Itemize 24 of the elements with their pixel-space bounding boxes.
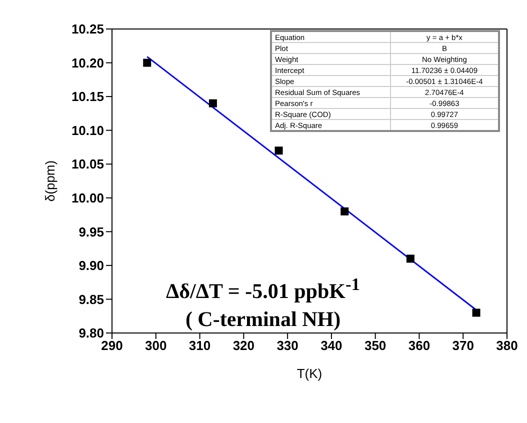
y-tick-label: 9.90	[78, 258, 104, 274]
y-tick-label: 9.85	[78, 292, 104, 307]
y-tick-label: 10.00	[71, 190, 104, 206]
y-tick-label: 9.80	[78, 326, 104, 341]
x-tick-label: 360	[408, 338, 430, 354]
x-tick-label: 340	[320, 338, 342, 354]
annotation: ( C-terminal NH)	[184, 306, 342, 333]
x-tick-label: 370	[452, 338, 474, 354]
x-tick-label: 310	[188, 338, 211, 354]
x-tick-label: 320	[232, 338, 255, 354]
y-tick-label: 9.95	[78, 224, 104, 240]
y-tick-label: 10.15	[71, 89, 104, 104]
y-tick-label: 10.25	[71, 22, 104, 37]
y-tick-label: 10.05	[71, 156, 104, 172]
x-tick-label: 330	[276, 338, 298, 354]
x-tick-label: 350	[364, 338, 386, 354]
x-tick-label: 290	[101, 338, 123, 354]
x-tick-label: 380	[496, 338, 518, 354]
annotation: Δδ/ΔT = -5.01 ppbK$^{-1}$	[164, 273, 362, 305]
y-axis-title: δ(ppm)	[42, 160, 58, 202]
x-tick-label: 300	[145, 338, 167, 354]
y-tick-label: 10.10	[71, 122, 104, 138]
y-tick-label: 10.20	[71, 55, 104, 70]
x-axis-title: T(K)	[296, 366, 322, 381]
